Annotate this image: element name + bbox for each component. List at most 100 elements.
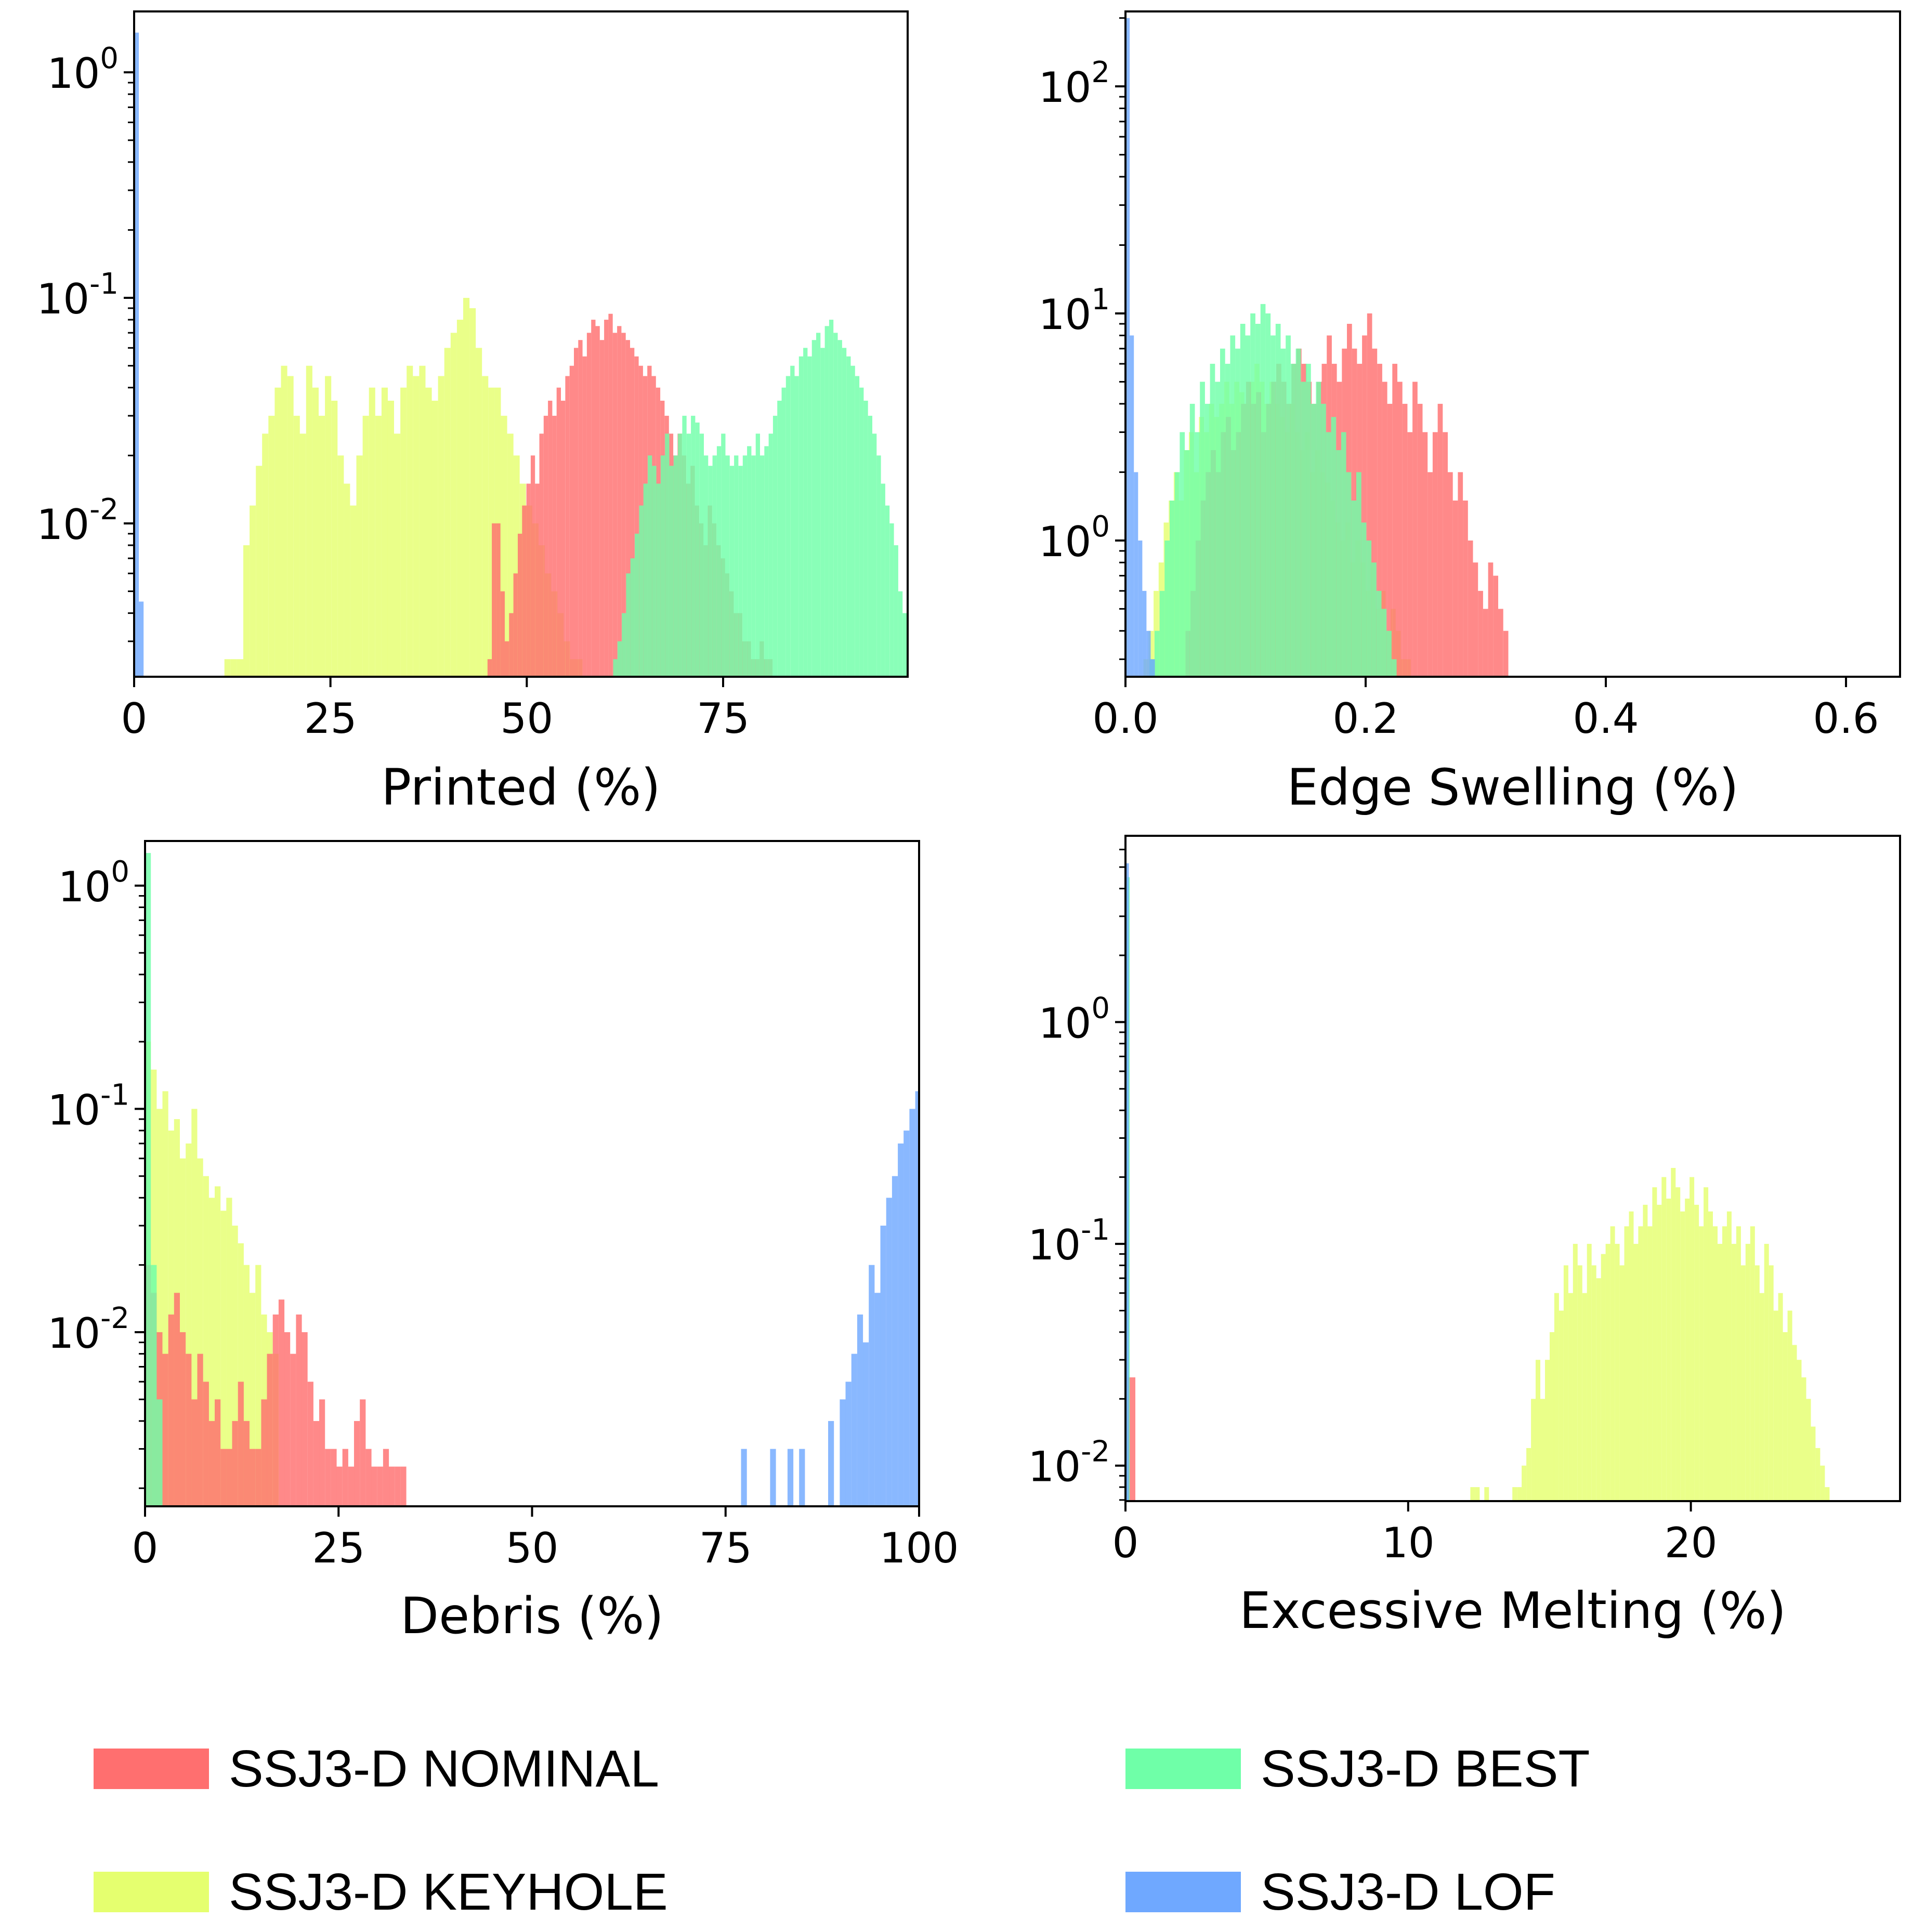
legend: SSJ3-D NOMINAL SSJ3-D BEST SSJ3-D KEYHOL… <box>0 1715 1912 1932</box>
y-tick-label: 10-2 <box>36 493 119 549</box>
bar-best <box>1189 403 1195 677</box>
x-tick-label: 0.4 <box>1573 694 1639 743</box>
x-axis-label: Excessive Melting (%) <box>1239 1582 1786 1640</box>
bar-best <box>1204 403 1210 677</box>
bar-keyhole <box>226 1198 232 1506</box>
bar-best <box>902 613 907 677</box>
bar-nominal <box>621 333 626 677</box>
bar-best <box>1271 335 1276 677</box>
bar-keyhole <box>1657 1204 1662 1501</box>
bar-best <box>704 455 709 677</box>
bar-keyhole <box>1825 1487 1830 1501</box>
bar-best <box>1235 348 1240 677</box>
bar-keyhole <box>1736 1226 1741 1501</box>
bar-nominal <box>1377 363 1382 677</box>
bar-keyhole <box>1619 1265 1625 1501</box>
bar-keyhole <box>1596 1278 1601 1501</box>
bar-keyhole <box>337 455 344 677</box>
bar-keyhole <box>369 387 375 677</box>
bar-lof <box>845 1382 852 1506</box>
bar-best <box>1356 472 1361 677</box>
bar-keyhole <box>1148 630 1154 677</box>
bar-best <box>617 641 622 677</box>
bar-keyhole <box>1624 1226 1629 1501</box>
y-tick-label: 100 <box>1039 991 1110 1047</box>
bar-lof <box>863 1342 869 1506</box>
bar-keyhole <box>1787 1310 1792 1501</box>
bar-keyhole <box>1811 1426 1816 1501</box>
bar-keyhole <box>306 365 312 677</box>
bar-keyhole <box>162 1091 168 1506</box>
x-tick-label: 75 <box>697 694 750 743</box>
bars <box>145 853 933 1507</box>
bar-nominal <box>1422 432 1428 677</box>
bar-keyhole <box>1690 1177 1695 1501</box>
bar-best <box>764 446 769 677</box>
legend-item-nominal: SSJ3-D NOMINAL <box>94 1740 659 1798</box>
x-tick-label: 0.6 <box>1813 694 1879 743</box>
bar-best <box>1185 450 1190 677</box>
x-tick-label: 25 <box>304 694 357 743</box>
bar-nominal <box>552 415 557 677</box>
bar-best <box>648 455 652 677</box>
bar-nominal <box>1458 472 1463 677</box>
bar-keyhole <box>1652 1187 1657 1501</box>
x-tick-label: 10 <box>1382 1519 1435 1567</box>
bar-best <box>1245 335 1251 677</box>
bar-best <box>738 466 743 677</box>
x-tick-label: 100 <box>880 1524 959 1572</box>
bar-best <box>777 400 782 677</box>
bar-keyhole <box>394 433 401 677</box>
bar-nominal <box>325 1449 331 1506</box>
chart-panel-4: 0 10 20 100 10-1 10-2 Excessive Melting (%) <box>1028 835 1901 1640</box>
bar-keyhole <box>1647 1226 1653 1501</box>
bar-nominal <box>1397 382 1403 677</box>
chart-panel-2: 0.0 0.2 0.4 0.6 102 101 100 Edge Swelling (%) <box>1039 10 1901 817</box>
bar-keyhole <box>268 415 275 677</box>
bar-keyhole <box>1601 1254 1606 1501</box>
bar-lof <box>927 1003 933 1507</box>
x-tick-label: 0 <box>1112 1519 1139 1567</box>
bar-keyhole <box>1792 1345 1797 1501</box>
bar-keyhole <box>325 376 332 677</box>
bar-nominal <box>1498 609 1503 677</box>
bar-keyhole <box>281 365 287 677</box>
bar-nominal <box>215 1399 221 1506</box>
bar-best <box>1331 417 1337 677</box>
bar-best <box>1250 313 1255 677</box>
bar-nominal <box>261 1399 267 1506</box>
bar-keyhole <box>243 545 250 677</box>
bar-best <box>708 466 713 677</box>
bar-best <box>842 348 847 677</box>
bar-nominal <box>574 348 579 677</box>
bar-best <box>1200 382 1205 677</box>
bar-nominal <box>208 1421 215 1506</box>
bar-keyhole <box>375 415 382 677</box>
bar-keyhole <box>1577 1265 1582 1501</box>
y-tick-label: 101 <box>1039 283 1110 339</box>
bar-best <box>894 545 898 677</box>
bar-keyhole <box>1582 1293 1587 1501</box>
bar-nominal <box>336 1466 343 1506</box>
bar-best <box>747 446 752 677</box>
bar-nominal <box>302 1332 308 1506</box>
legend-swatch-lof <box>1125 1872 1241 1912</box>
bar-best <box>1301 382 1306 677</box>
bar-lof <box>851 1353 857 1506</box>
bar-nominal <box>1392 363 1397 677</box>
bar-nominal <box>513 573 518 677</box>
bar-best <box>665 433 670 677</box>
bar-best <box>885 505 890 677</box>
legend-label-lof: SSJ3-D LOF <box>1261 1862 1555 1921</box>
bar-keyhole <box>1615 1244 1620 1501</box>
bar-best <box>1154 630 1160 677</box>
bar-best <box>699 433 704 677</box>
bar-nominal <box>162 1353 168 1506</box>
bar-keyhole <box>1704 1187 1709 1501</box>
bar-keyhole <box>1475 1487 1480 1501</box>
bar-keyhole <box>250 505 256 677</box>
bar-nominal <box>487 659 492 677</box>
bar-best <box>785 376 791 677</box>
bar-lof <box>909 1109 915 1506</box>
plot-frame <box>1124 10 1901 678</box>
